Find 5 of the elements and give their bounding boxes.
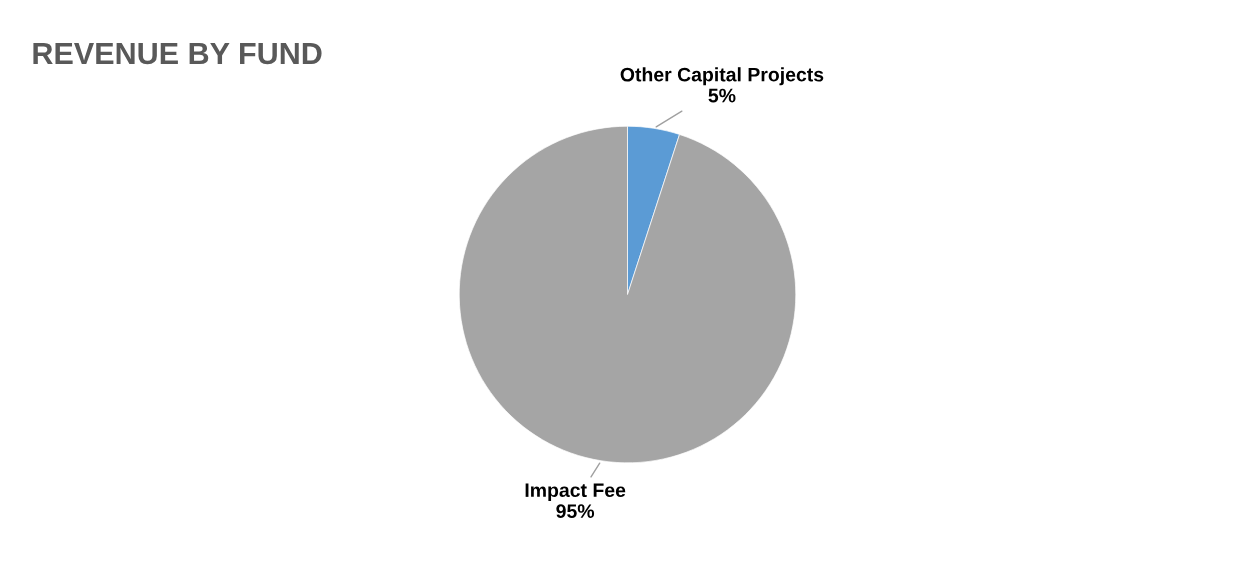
data-label: 5%: [708, 88, 736, 103]
text: REVENUE BY FUND: [33, 42, 322, 65]
data-label: 95%: [556, 504, 595, 518]
slice-label: Other Capital Projects: [620, 67, 824, 86]
slice-label: Impact Fee: [525, 483, 626, 501]
